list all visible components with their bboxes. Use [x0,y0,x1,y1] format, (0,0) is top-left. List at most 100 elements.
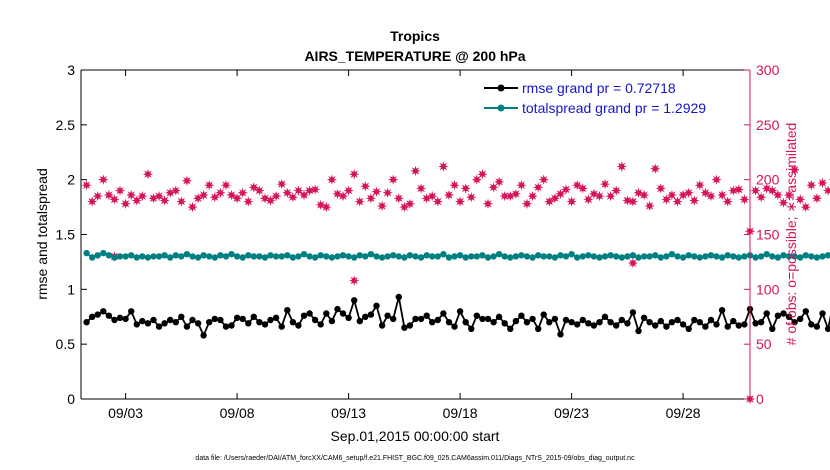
rmse-point [89,313,96,320]
totalspread-point [339,252,347,259]
obs-assimilated-marker [237,187,248,198]
obs-assimilated-marker [248,182,259,193]
rmse-point [378,322,386,329]
rmse-point [323,310,330,317]
totalspread-point [401,254,408,261]
rmse-point [718,307,726,314]
obs-assimilated-marker [493,176,505,188]
obs-assimilated-marker [733,184,744,195]
obs-assimilated-marker [393,193,404,204]
rmse-point [518,312,525,319]
rmse-point [390,315,397,323]
obs-assimilated-marker [438,161,449,172]
rmse-point [328,317,336,325]
rmse-point [395,293,402,301]
totalspread-point [194,254,202,261]
obs-assimilated-marker [611,185,622,196]
obs-assimilated-marker [220,180,232,191]
totalspread-point [172,252,179,259]
obs-assimilated-marker [544,196,555,207]
obs-assimilated-marker [181,175,193,186]
totalspread-point [702,253,709,260]
plot-area [81,70,750,399]
totalspread-point [228,251,235,258]
rmse-point [373,302,380,309]
totalspread-point [562,253,570,260]
rmse-point [334,305,341,313]
obs-assimilated-marker [672,196,683,207]
y-right-tick-label: 250 [756,117,780,133]
totalspread-point [390,252,397,259]
obs-assimilated-marker [817,177,828,189]
totalspread-point [289,254,297,261]
chart-subtitle: AIRS_TEMPERATURE @ 200 hPa [304,48,525,64]
rmse-point [417,315,425,323]
totalspread-point [529,254,536,261]
rmse-point [267,316,274,324]
totalspread-point [635,254,642,261]
totalspread-point [267,252,274,259]
totalspread-point [663,253,670,260]
y-axis-right-label: # of obs: o=possible; ∗=assimilated [783,123,799,346]
obs-assimilated-marker [371,186,382,197]
totalspread-point [429,253,436,260]
obs-assimilated-marker [410,165,421,177]
rmse-point [646,319,653,326]
rmse-point [495,313,503,320]
obs-assimilated-marker [321,201,332,213]
series-layer [81,161,830,405]
totalspread-point [189,253,196,260]
totalspread-point [557,252,564,259]
y-right-tick-label: 300 [756,62,780,78]
rmse-point [568,319,575,326]
rmse-point [824,325,830,332]
obs-assimilated-marker [521,198,533,209]
rmse-point [406,322,414,329]
obs-assimilated-marker [767,185,778,196]
rmse-point [468,325,475,332]
obs-assimilated-marker [276,178,287,190]
rmse-point [629,309,637,316]
totalspread-point [111,254,118,261]
rmse-point [133,321,140,328]
totalspread-point [780,252,787,259]
rmse-point [367,311,375,318]
rmse-point [245,320,252,327]
totalspread-point [574,254,581,261]
rmse-point [178,313,185,320]
totalspread-point [802,252,809,259]
totalspread-point [83,249,90,257]
totalspread-point [757,253,765,260]
ticks-layer: 09/03 09/08 09/13 09/18 09/23 09/28 0 0.5 1 1.5 2 2… [56,62,780,421]
obs-assimilated-marker [716,189,728,201]
totalspread-point [674,253,681,260]
obs-assimilated-marker [354,196,365,207]
y-tick-label: 1.5 [56,227,76,243]
rmse-point [668,319,676,326]
rmse-point [529,315,536,323]
totalspread-point [473,253,480,260]
rmse-point [456,308,464,315]
rmse-point [724,323,731,330]
rmse-point [206,319,213,326]
totalspread-point [713,253,720,260]
x-tick-label: 09/18 [443,405,478,421]
totalspread-point [256,253,263,260]
rmse-point [551,315,559,323]
totalspread-point [668,251,676,258]
legend: rmse grand pr = 0.72718 totalspread gran… [476,76,746,120]
rmse-point [691,316,698,324]
rmse-point [769,325,776,332]
obs-assimilated-marker [187,201,198,213]
totalspread-point [696,254,703,261]
rmse-point [167,316,174,324]
totalspread-point [328,254,336,261]
rmse-point [535,325,542,332]
legend-spread-text: totalspread grand pr = 1.2929 [522,100,706,116]
totalspread-point [378,254,386,261]
legend-spread-marker [497,104,505,112]
rmse-point [730,317,737,325]
totalspread-point [462,254,469,261]
rmse-point [339,310,347,317]
rmse-point [557,331,564,338]
